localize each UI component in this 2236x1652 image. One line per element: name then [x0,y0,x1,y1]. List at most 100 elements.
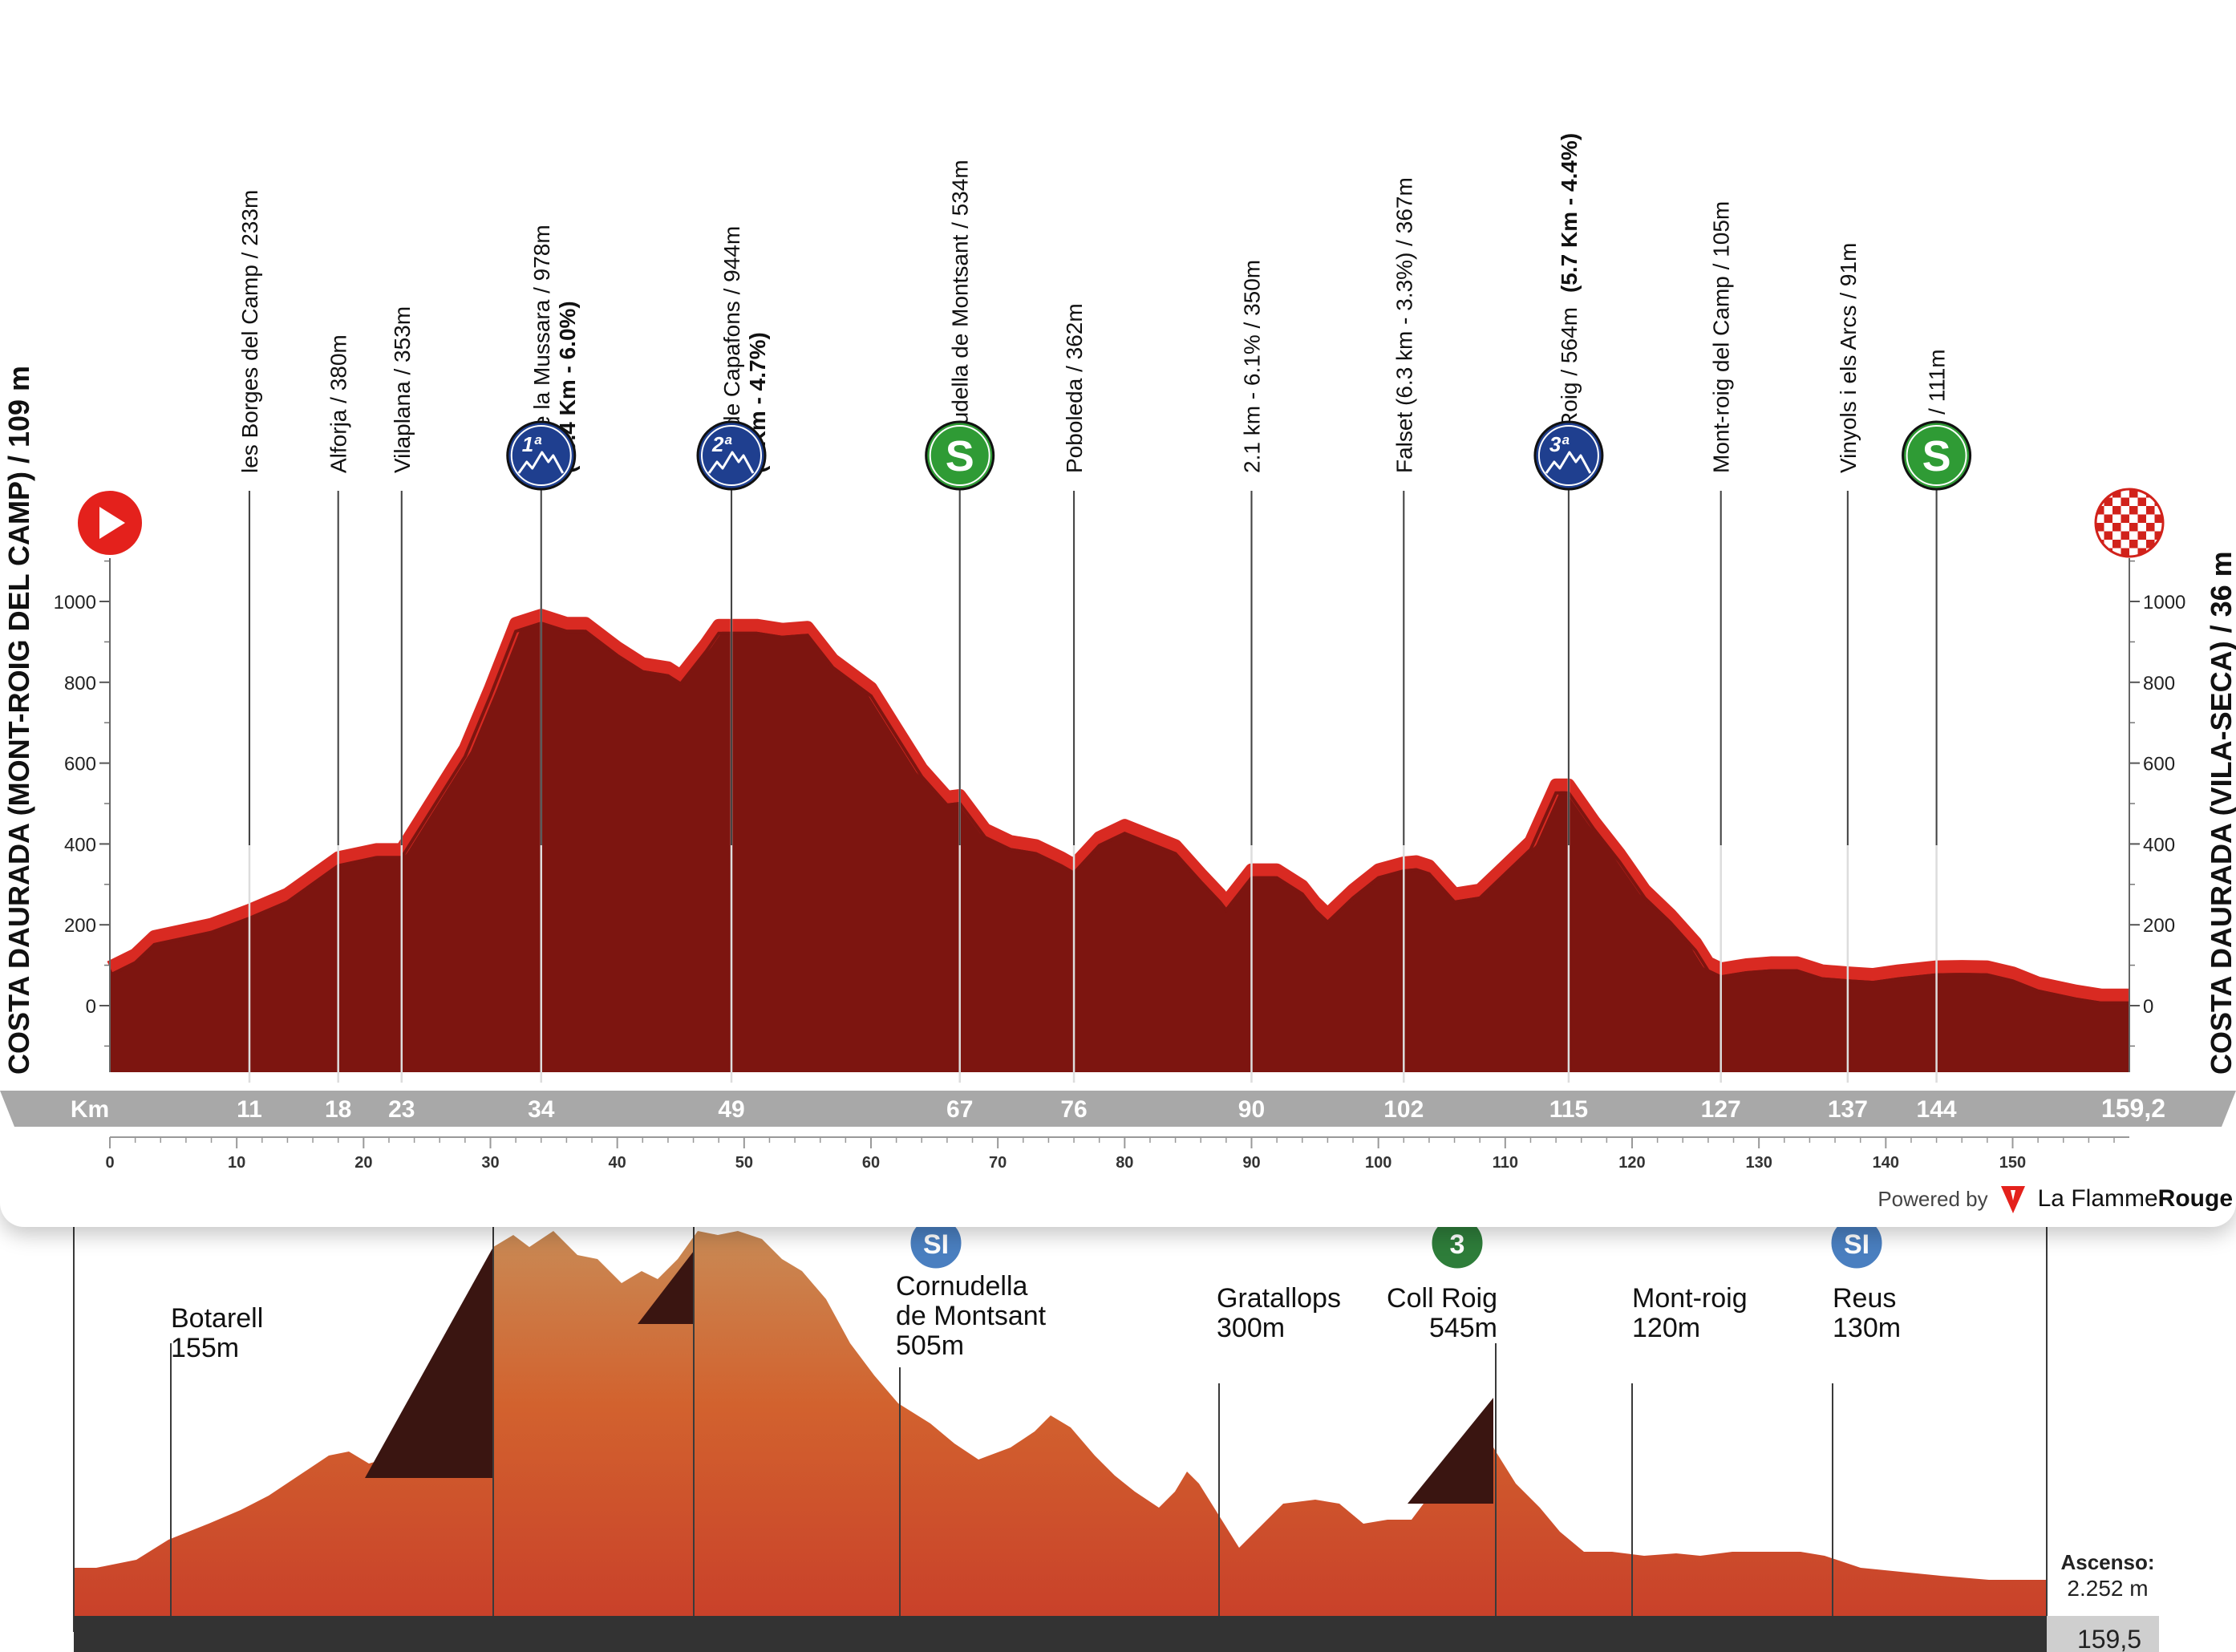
y-tick-label-left: 800 [64,673,96,694]
secondary-location-name: de Montsant [896,1301,1047,1331]
poi-label: 2.1 km - 6.1% / 350m [1239,260,1264,473]
finish-flag-square [2121,497,2129,506]
poi-climb-detail: (5.7 Km - 4.4%) [1557,133,1582,293]
y-tick-label-left: 600 [64,754,96,775]
poi-label: Poboleda / 362m [1062,303,1087,473]
badge-inner-ring [510,425,572,486]
poi-km: 102 [1383,1096,1424,1123]
mountain-icon [707,451,755,474]
secondary-location-elev: 155m [171,1333,239,1363]
sprint-badge-label: S [946,432,974,480]
finish-flag-square [2154,531,2163,540]
x-tick-label: 10 [228,1154,245,1172]
x-tick-label: 100 [1365,1154,1391,1172]
start-location-label: COSTA DAURADA (MONT-ROIG DEL CAMP) / 109… [2,366,35,1075]
x-tick-label: 60 [862,1154,880,1172]
badge-inner-ring [929,425,990,486]
finish-flag-square [2154,514,2163,523]
elevation-profile-shade [109,622,2129,1005]
finish-flag-square [2112,489,2121,498]
elevation-profile-edge [107,609,2129,1002]
finish-flag-square [2146,506,2155,515]
climb-category-label: 1ª [522,432,542,456]
badge-inner-ring [1537,425,1599,486]
secondary-location-elev: 120m [1632,1313,1700,1343]
finish-flag-square [2137,497,2146,506]
finish-flag-square [2096,489,2104,498]
stage-profile-main: 0 0 200 200 400 400 600 600 800 800 1000 1000 COSTA … [0,132,2236,1219]
ascent-value: 2.252 m [2067,1576,2148,1601]
climb-badge-icon: 2ª [696,420,767,491]
x-tick-label: 20 [354,1154,372,1172]
finish-flag-square [2096,506,2104,515]
poi-label-text: 2.1 km - 6.1% / 350m [1239,260,1264,473]
brand-name: La FlammeRouge [2038,1185,2233,1213]
finish-flag-square [2104,497,2112,506]
poi-km: 144 [1917,1096,1957,1123]
flamme-rouge-logo-icon [1999,1183,2027,1215]
finish-flag-square [2121,514,2129,523]
x-tick-label: 120 [1618,1154,1645,1172]
y-tick-label-right: 200 [2143,915,2175,937]
finish-flag-square [2112,523,2121,532]
secondary-km-bar [74,1616,2047,1652]
poi-label-text: Vinyols i els Arcs / 91m [1836,243,1861,473]
secondary-location-name: Reus [1833,1283,1896,1314]
poi-label: Alforja / 380m [326,334,351,473]
secondary-badge-label: SI [923,1229,949,1260]
finish-flag-square [2137,531,2146,540]
badge-circle [925,420,995,491]
climb-category-label: 2ª [711,432,732,456]
y-tick-label-right: 0 [2143,996,2153,1018]
poi-km: 11 [237,1096,262,1123]
poi-km: 18 [325,1096,351,1123]
poi-km: 127 [1701,1096,1741,1123]
secondary-badge-label: SI [1844,1229,1869,1260]
mountain-icon [517,451,565,474]
poi-label-text: Vilaplana / 353m [390,306,415,473]
x-tick-label: 140 [1873,1154,1899,1172]
secondary-badge-label: 3 [1450,1229,1465,1260]
secondary-location-elev: 300m [1217,1313,1285,1343]
secondary-location-elev: 545m [1429,1313,1497,1343]
mountain-icon [1545,451,1592,474]
secondary-location-name: Coll Roig [1387,1283,1497,1314]
secondary-location-name: Cornudella [896,1271,1028,1302]
secondary-location-elev: 505m [896,1330,964,1361]
stage-profile-secondary: 159,5 Ascenso: 2.252 m Botarell 155m Cornudel… [0,1215,2236,1652]
elevation-profile-area [110,609,2129,1072]
badge-inner-ring [701,425,763,486]
finish-flag-square [2112,540,2121,549]
x-tick-label: 50 [735,1154,753,1172]
finish-flag-square [2129,506,2138,515]
y-tick-label-left: 0 [86,996,96,1018]
climb-wedge-3 [1408,1398,1493,1504]
finish-flag-square [2137,548,2146,557]
y-tick-label-right: 1000 [2143,592,2185,613]
x-tick-label: 40 [609,1154,626,1172]
powered-by-footer: Powered by La FlammeRouge [1878,1179,2233,1219]
finish-flag-square [2121,531,2129,540]
poi-label: Vilaplana / 353m [390,306,415,473]
finish-flag-square [2112,506,2121,515]
y-tick-label-right: 600 [2143,754,2175,775]
x-tick-label: 80 [1116,1154,1133,1172]
ascent-label: Ascenso: [2060,1550,2154,1574]
finish-flag-ring [2094,488,2165,558]
km-band-label: Km [71,1096,109,1123]
km-band [0,1091,2236,1127]
finish-flag-square [2104,514,2112,523]
brand-name-part2: Rouge [2157,1185,2233,1212]
start-play-icon [99,507,125,539]
finish-flag-square [2121,548,2129,557]
poi-km: 67 [946,1096,973,1123]
sprint-badge-icon: S [1902,420,1972,491]
poi-km: 76 [1060,1096,1087,1123]
poi-label-text: Alforja / 380m [326,334,351,473]
y-tick-label-left: 200 [64,915,96,937]
finish-flag-icon [2094,488,2165,558]
y-tick-label-left: 400 [64,834,96,856]
poi-km: 34 [528,1096,555,1123]
